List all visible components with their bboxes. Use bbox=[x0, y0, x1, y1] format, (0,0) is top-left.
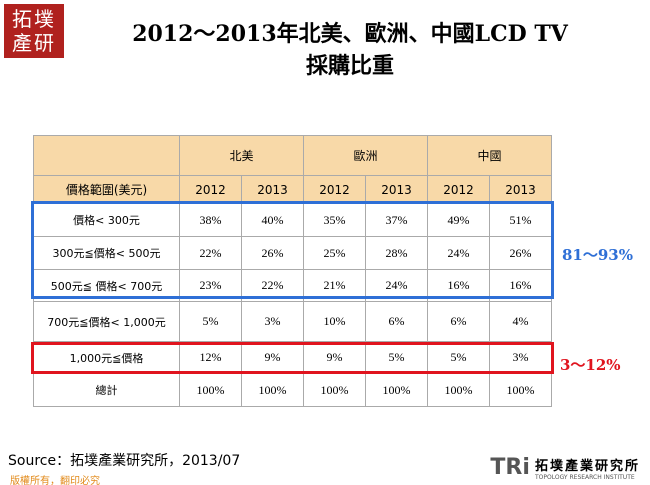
table-cell: 歐洲 bbox=[303, 135, 428, 176]
table-cell: 35% bbox=[303, 203, 366, 237]
annotation: 81～93% bbox=[562, 246, 634, 264]
table-cell: 2013 bbox=[241, 175, 304, 204]
table-cell: 2012 bbox=[179, 175, 242, 204]
table-cell: 100% bbox=[179, 373, 242, 407]
table-cell: 26% bbox=[241, 236, 304, 270]
table-cell: 700元≦價格< 1,000元 bbox=[33, 301, 180, 342]
table-cell: 2012 bbox=[427, 175, 490, 204]
table-cell: 100% bbox=[489, 373, 552, 407]
source: Source：拓墣產業研究所，2013/07 bbox=[8, 453, 241, 469]
highlight-box bbox=[31, 342, 554, 374]
table-cell: 24% bbox=[427, 236, 490, 270]
table: 北美 歐洲 中國 價格範圍(美元) 2012 2013 2012 2013 2012 2013 價格… bbox=[33, 135, 552, 407]
table-cell bbox=[33, 135, 180, 176]
logo: 拓墣產研 bbox=[4, 4, 64, 58]
table-cell: 28% bbox=[365, 236, 428, 270]
table-cell: 中國 bbox=[427, 135, 552, 176]
title-line: 採購比重 bbox=[305, 53, 394, 79]
highlight-box bbox=[31, 201, 554, 299]
table-cell: 2013 bbox=[365, 175, 428, 204]
table-row: 300元≦價格< 500元 22% 26% 25% 28% 24% 26% bbox=[33, 236, 552, 270]
table-cell: 6% bbox=[427, 301, 490, 342]
table-cell: 北美 bbox=[179, 135, 304, 176]
table-cell: 2013 bbox=[489, 175, 552, 204]
table-row: 價格範圍(美元) 2012 2013 2012 2013 2012 2013 bbox=[33, 175, 552, 204]
table-cell: 100% bbox=[427, 373, 490, 407]
table-cell: 3% bbox=[489, 341, 552, 374]
table-cell: 100% bbox=[365, 373, 428, 407]
brand: TRi 拓墣產業研究所 TOPOLOGY RESEARCH INSTITUTE bbox=[490, 455, 640, 481]
table-cell: 37% bbox=[365, 203, 428, 237]
brand-name: 拓墣產業研究所 bbox=[534, 459, 640, 474]
table-cell: 5% bbox=[179, 301, 242, 342]
table-cell: 3% bbox=[241, 301, 304, 342]
table-cell: 2012 bbox=[303, 175, 366, 204]
table-row: 1,000元≦價格 12% 9% 9% 5% 5% 3% bbox=[33, 341, 552, 374]
title-line: 2012～2013年北美、歐洲、中國LCD TV bbox=[132, 21, 568, 47]
table-cell: 40% bbox=[241, 203, 304, 237]
table-row: 總計 100% 100% 100% 100% 100% 100% bbox=[33, 373, 552, 407]
table-cell: 價格範圍(美元) bbox=[33, 175, 180, 204]
table-cell: 100% bbox=[241, 373, 304, 407]
table-cell: 10% bbox=[303, 301, 366, 342]
table-row: 700元≦價格< 1,000元 5% 3% 10% 6% 6% 4% bbox=[33, 301, 552, 342]
table-row: 價格< 300元 38% 40% 35% 37% 49% 51% bbox=[33, 203, 552, 237]
table-cell: 總計 bbox=[33, 373, 180, 407]
table-cell: 100% bbox=[303, 373, 366, 407]
brand-mark: TRi bbox=[490, 455, 530, 480]
annotation: 3～12% bbox=[560, 356, 621, 374]
table-row: 北美 歐洲 中國 bbox=[33, 135, 552, 176]
table-cell: 9% bbox=[303, 341, 366, 374]
brand-english: TOPOLOGY RESEARCH INSTITUTE bbox=[534, 474, 635, 481]
table-cell: 49% bbox=[427, 203, 490, 237]
table-cell: 1,000元≦價格 bbox=[33, 341, 180, 374]
table-cell: 300元≦價格< 500元 bbox=[33, 236, 180, 270]
table-cell: 6% bbox=[365, 301, 428, 342]
copyright: 版權所有，翻印必究 bbox=[10, 476, 100, 485]
table-cell: 38% bbox=[179, 203, 242, 237]
table-cell: 4% bbox=[489, 301, 552, 342]
